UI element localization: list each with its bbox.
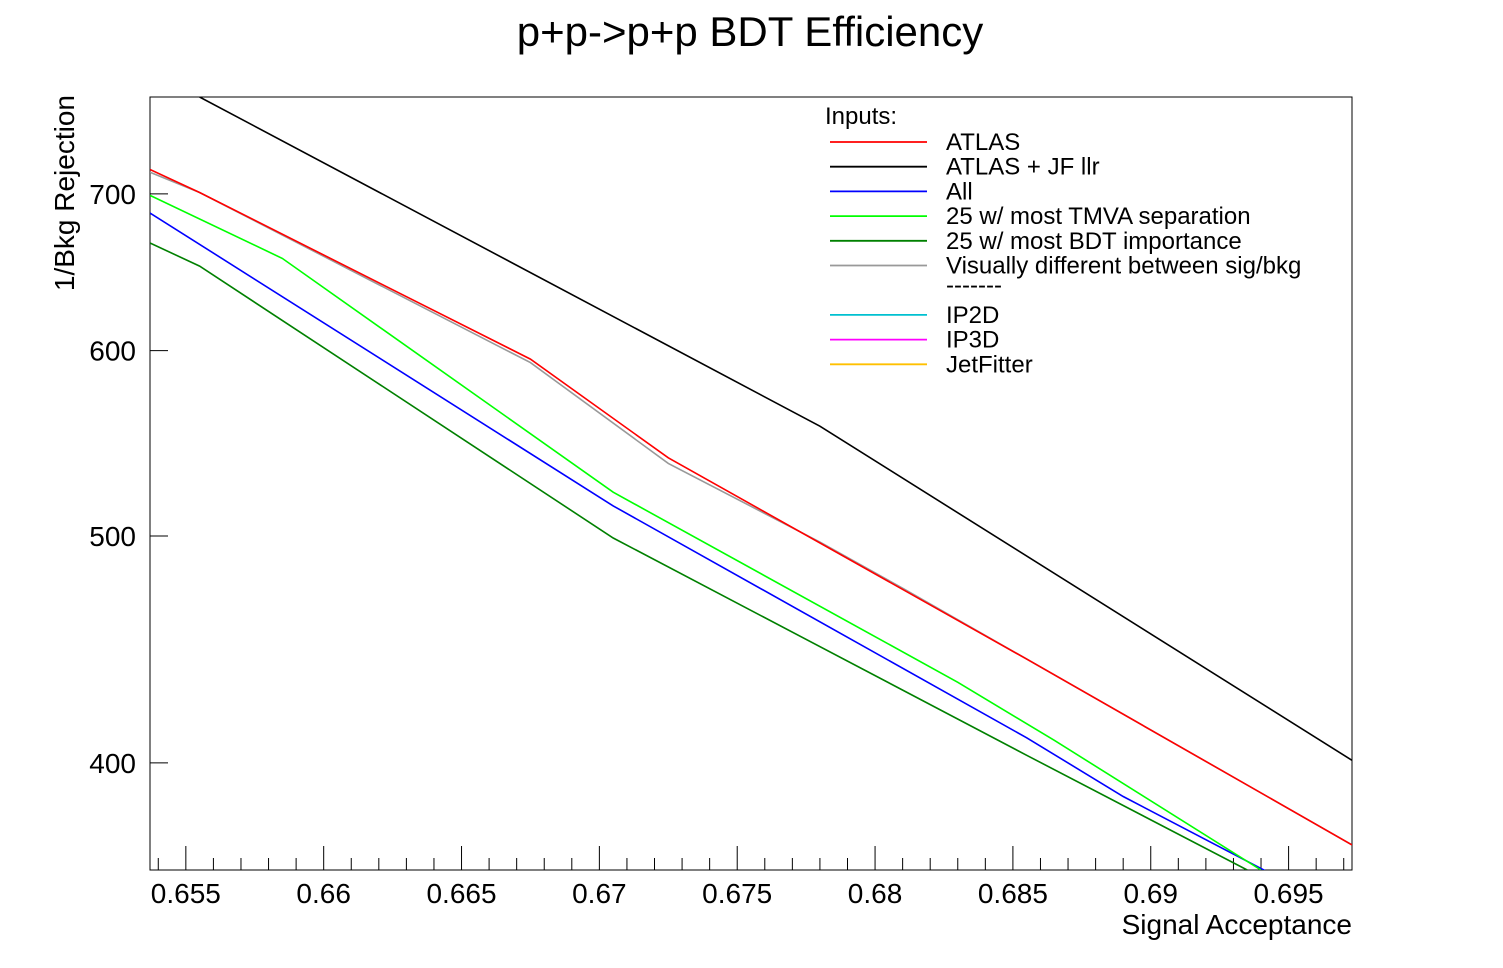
legend-label-ip2d: IP2D: [946, 302, 999, 329]
x-tick-label: 0.665: [426, 878, 496, 909]
legend-label-atlas: ATLAS: [946, 129, 1020, 156]
y-axis-label: 1/Bkg Rejection: [49, 95, 80, 291]
legend-separator: -------: [946, 272, 1002, 299]
plot-frame: [149, 96, 1353, 871]
series-line-25-w-most-bdt-importance: [150, 242, 1248, 870]
x-tick-label: 0.67: [572, 878, 627, 909]
y-tick-label: 700: [89, 179, 136, 210]
x-tick-label: 0.69: [1123, 878, 1178, 909]
legend-label-visually-different-between-sig-bkg: Visually different between sig/bkg: [946, 253, 1301, 280]
series-line-25-w-most-tmva-separation: [150, 194, 1262, 870]
chart-title: p+p->p+p BDT Efficiency: [517, 8, 984, 55]
legend-label-25-w-most-tmva-separation: 25 w/ most TMVA separation: [946, 203, 1251, 230]
series-line-atlas-jf-llr: [199, 97, 1352, 761]
x-tick-label: 0.675: [702, 878, 772, 909]
x-tick-label: 0.68: [848, 878, 903, 909]
y-tick-label: 400: [89, 748, 136, 779]
series-line-atlas: [150, 168, 1352, 846]
legend-label-all: All: [946, 178, 973, 205]
legend-header: Inputs:: [825, 103, 897, 130]
series-line-all: [150, 212, 1266, 870]
x-axis: 0.655 0.66 0.665 0.67 0.675 0.68 0.685 0.69 0.69…: [151, 846, 1345, 909]
x-tick-label: 0.685: [978, 878, 1048, 909]
x-tick-label: 0.695: [1254, 878, 1324, 909]
series-layer: [150, 97, 1352, 870]
x-tick-label: 0.655: [151, 878, 221, 909]
y-axis: 400 500 600 700: [89, 179, 168, 779]
y-tick-label: 600: [89, 336, 136, 367]
x-tick-label: 0.66: [296, 878, 351, 909]
legend-label-25-w-most-bdt-importance: 25 w/ most BDT importance: [946, 228, 1242, 255]
legend-label-ip3d: IP3D: [946, 327, 999, 354]
y-tick-label: 500: [89, 521, 136, 552]
legend-label-atlas-jf-llr: ATLAS + JF llr: [946, 154, 1100, 181]
x-axis-label: Signal Acceptance: [1122, 909, 1352, 940]
legend-label-jetfitter: JetFitter: [946, 351, 1033, 378]
